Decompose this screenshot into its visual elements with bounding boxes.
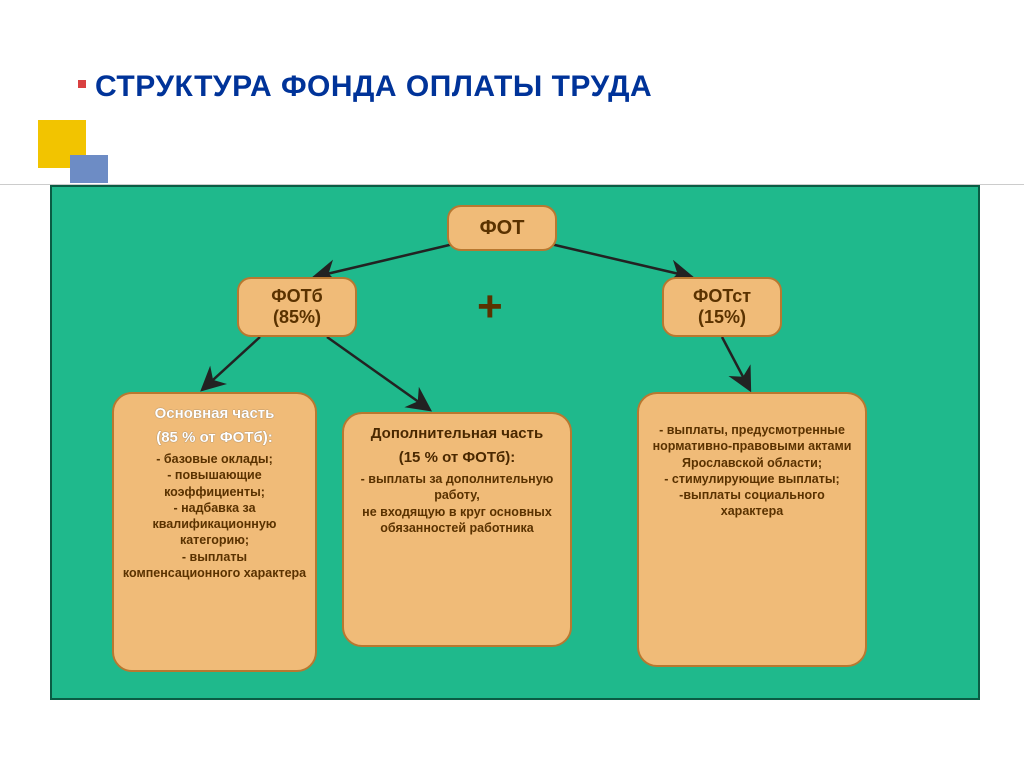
node-root: ФОТ — [447, 205, 557, 251]
node-fotb: ФОТб (85%) — [237, 277, 357, 337]
box3-item: - стимулирующие выплаты; — [647, 471, 857, 487]
box1-item: - повышающие коэффициенты; — [122, 467, 307, 500]
diagram-panel: ФОТ ФОТб (85%) ФОТст (15%) + Основная ча… — [50, 185, 980, 700]
node-fotst-line2: (15%) — [698, 307, 746, 328]
box1-item: - надбавка за квалификационную категорию… — [122, 500, 307, 549]
node-root-label: ФОТ — [480, 217, 525, 240]
page-title: СТРУКТУРА ФОНДА ОПЛАТЫ ТРУДА — [95, 70, 652, 104]
box2-header1: Дополнительная часть — [352, 424, 562, 444]
box1-item: - базовые оклады; — [122, 451, 307, 467]
plus-sign: + — [477, 282, 503, 332]
box2-item: - выплаты за дополнительную работу, — [352, 471, 562, 504]
box3-item: -выплаты социального характера — [647, 487, 857, 520]
box-stimulating: - выплаты, предусмотренные нормативно-пр… — [637, 392, 867, 667]
box1-header1: Основная часть — [122, 404, 307, 424]
box-additional-part: Дополнительная часть (15 % от ФОТб): - в… — [342, 412, 572, 647]
node-fotb-line1: ФОТб — [271, 286, 322, 307]
box-main-part: Основная часть (85 % от ФОТб): - базовые… — [112, 392, 317, 672]
box1-header2: (85 % от ФОТб): — [122, 428, 307, 448]
node-fotst: ФОТст (15%) — [662, 277, 782, 337]
node-fotb-line2: (85%) — [273, 307, 321, 328]
decor-square-blue — [70, 155, 108, 183]
box1-item: - выплаты компенсационного характера — [122, 549, 307, 582]
box2-header2: (15 % от ФОТб): — [352, 448, 562, 468]
node-fotst-line1: ФОТст — [693, 286, 751, 307]
box2-item: не входящую в круг основных обязанностей… — [352, 504, 562, 537]
box3-item: - выплаты, предусмотренные нормативно-пр… — [647, 422, 857, 471]
bullet-marker — [78, 80, 86, 88]
